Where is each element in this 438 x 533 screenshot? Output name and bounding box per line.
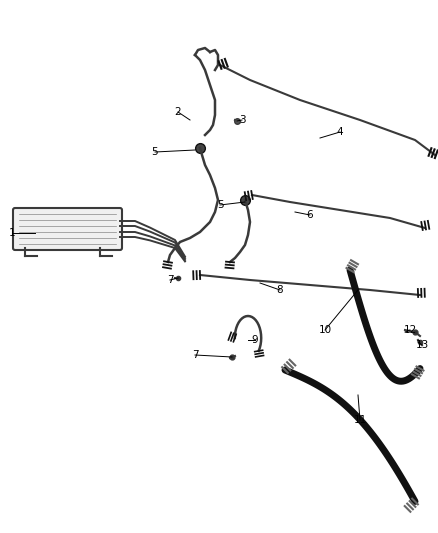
Text: 8: 8 bbox=[277, 285, 283, 295]
Text: 1: 1 bbox=[9, 228, 15, 238]
Text: 4: 4 bbox=[337, 127, 343, 137]
Text: 3: 3 bbox=[239, 115, 245, 125]
Text: 6: 6 bbox=[307, 210, 313, 220]
Text: 7: 7 bbox=[167, 275, 173, 285]
Text: 7: 7 bbox=[192, 350, 198, 360]
Text: 5: 5 bbox=[152, 147, 158, 157]
Text: 10: 10 bbox=[318, 325, 332, 335]
Text: 12: 12 bbox=[403, 325, 417, 335]
Text: 11: 11 bbox=[353, 415, 367, 425]
FancyBboxPatch shape bbox=[13, 208, 122, 250]
Text: 5: 5 bbox=[217, 200, 223, 210]
Text: 13: 13 bbox=[415, 340, 429, 350]
Text: 9: 9 bbox=[252, 335, 258, 345]
Text: 2: 2 bbox=[175, 107, 181, 117]
